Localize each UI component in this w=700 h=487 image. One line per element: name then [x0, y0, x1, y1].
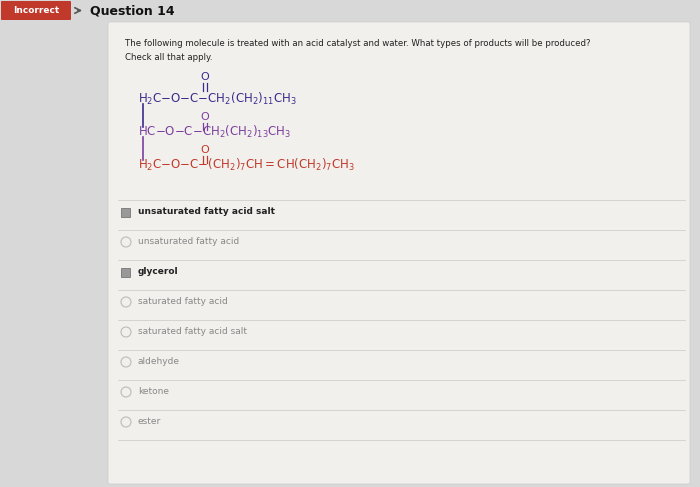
- Text: unsaturated fatty acid salt: unsaturated fatty acid salt: [138, 207, 275, 217]
- Text: H$_2$C$-$O$-$C$-$(CH$_2$)$_7$CH$=$CH(CH$_2$)$_7$CH$_3$: H$_2$C$-$O$-$C$-$(CH$_2$)$_7$CH$=$CH(CH$…: [138, 157, 355, 173]
- Text: Check all that apply.: Check all that apply.: [125, 53, 213, 62]
- Text: ester: ester: [138, 417, 161, 427]
- Text: The following molecule is treated with an acid catalyst and water. What types of: The following molecule is treated with a…: [125, 39, 591, 48]
- Text: aldehyde: aldehyde: [138, 357, 180, 367]
- FancyBboxPatch shape: [1, 1, 71, 20]
- Text: Incorrect: Incorrect: [13, 6, 59, 15]
- FancyBboxPatch shape: [108, 22, 690, 484]
- Text: HC$-$O$-$C$-$CH$_2$(CH$_2$)$_{13}$CH$_3$: HC$-$O$-$C$-$CH$_2$(CH$_2$)$_{13}$CH$_3$: [138, 124, 291, 140]
- Text: ketone: ketone: [138, 388, 169, 396]
- Text: unsaturated fatty acid: unsaturated fatty acid: [138, 238, 239, 246]
- Text: Question 14: Question 14: [90, 4, 174, 17]
- Bar: [121, 268, 130, 277]
- Text: saturated fatty acid salt: saturated fatty acid salt: [138, 327, 247, 337]
- Text: O: O: [201, 112, 209, 122]
- Text: saturated fatty acid: saturated fatty acid: [138, 298, 228, 306]
- Text: H$_2$C$-$O$-$C$-$CH$_2$(CH$_2$)$_{11}$CH$_3$: H$_2$C$-$O$-$C$-$CH$_2$(CH$_2$)$_{11}$CH…: [138, 91, 297, 107]
- Text: glycerol: glycerol: [138, 267, 178, 277]
- Text: O: O: [201, 72, 209, 82]
- Bar: [121, 208, 130, 217]
- Text: O: O: [201, 145, 209, 155]
